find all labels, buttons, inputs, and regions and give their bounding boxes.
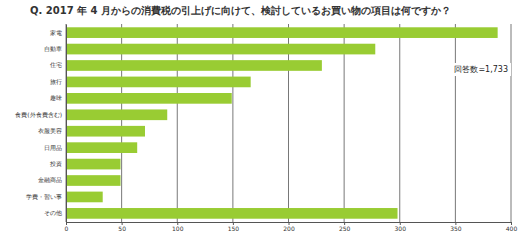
y-tick-label: 投資 — [49, 160, 62, 168]
y-tick: 日用品 — [44, 144, 66, 151]
x-tick: 200 — [283, 222, 295, 232]
annotation: 回答数=1,733 — [454, 65, 508, 74]
bar — [66, 192, 103, 203]
plot: 0 50 100 150 200 250 300 350 400 家電自動車住宅旅行趣味食費(外食… — [15, 24, 517, 232]
y-tick-label: 食費(外食費含む) — [15, 111, 62, 118]
y-tick-label: その他 — [44, 209, 62, 217]
y-tick: 趣味 — [50, 94, 66, 101]
bar — [66, 44, 375, 55]
y-tick-label: 学費・習い事 — [26, 193, 62, 200]
y-tick: 家電 — [50, 29, 66, 36]
annotation-group: 回答数=1,733 — [451, 63, 511, 76]
x-tick-label: 250 — [339, 225, 351, 232]
y-tick: 学費・習い事 — [26, 193, 66, 200]
x-tick-label: 100 — [172, 225, 184, 232]
x-tick: 150 — [228, 222, 240, 232]
y-tick-label: 衣服美容 — [38, 127, 62, 134]
bars — [66, 27, 498, 218]
bar — [66, 208, 398, 219]
chart: Q. 2017 年 4 月からの消費税の引上げに向けて、検討しているお買い物の項… — [0, 0, 529, 236]
y-tick: 自動車 — [44, 45, 66, 52]
grid-line — [66, 24, 67, 222]
x-tick-label: 150 — [228, 225, 240, 232]
bar — [66, 126, 145, 137]
x-tick-label: 50 — [118, 225, 126, 232]
grid-line — [455, 24, 456, 222]
x-tick: 250 — [339, 222, 351, 232]
bar — [66, 142, 137, 153]
y-tick: 食費(外食費含む) — [15, 111, 66, 118]
bar — [66, 109, 167, 120]
x-tick-label: 200 — [283, 225, 295, 232]
y-tick-label: 旅行 — [50, 78, 62, 85]
y-axis-line — [66, 25, 67, 223]
bar — [66, 159, 121, 170]
y-tick: 投資 — [49, 160, 66, 168]
x-tick-label: 300 — [395, 225, 407, 232]
x-tick: 300 — [395, 222, 407, 232]
y-tick-label: 自動車 — [44, 45, 62, 52]
bar — [66, 175, 121, 186]
title: Q. 2017 年 4 月からの消費税の引上げに向けて、検討しているお買い物の項… — [30, 5, 451, 17]
x-tick: 350 — [450, 222, 462, 232]
bar — [66, 77, 251, 88]
x-axis: 0 50 100 150 200 250 300 350 400 — [65, 222, 518, 232]
grid-line — [511, 24, 512, 222]
y-axis: 家電自動車住宅旅行趣味食費(外食費含む) 衣服美容日用品投資金融商品学費・習い事そ… — [15, 25, 66, 223]
y-tick: 金融商品 — [38, 176, 66, 183]
x-tick-label: 400 — [506, 225, 518, 232]
x-tick: 0 — [65, 222, 69, 232]
y-tick-label: 住宅 — [49, 61, 62, 68]
y-tick-label: 家電 — [50, 29, 62, 36]
x-tick: 50 — [118, 222, 126, 232]
y-tick-label: 金融商品 — [38, 176, 62, 183]
bar — [66, 60, 322, 71]
x-tick: 400 — [506, 222, 518, 232]
bar — [66, 27, 498, 38]
x-tick-label: 350 — [450, 225, 462, 232]
annotation-box — [451, 63, 511, 76]
y-tick-label: 日用品 — [44, 144, 62, 151]
y-tick: 旅行 — [50, 78, 66, 85]
grid — [66, 24, 511, 222]
y-tick-label: 趣味 — [50, 94, 62, 101]
x-tick-label: 0 — [65, 225, 69, 232]
y-tick: 衣服美容 — [38, 127, 66, 134]
grid-line — [399, 24, 400, 222]
y-tick: 住宅 — [49, 61, 66, 68]
x-tick: 100 — [172, 222, 184, 232]
bar — [66, 93, 232, 104]
y-tick: その他 — [44, 209, 66, 217]
